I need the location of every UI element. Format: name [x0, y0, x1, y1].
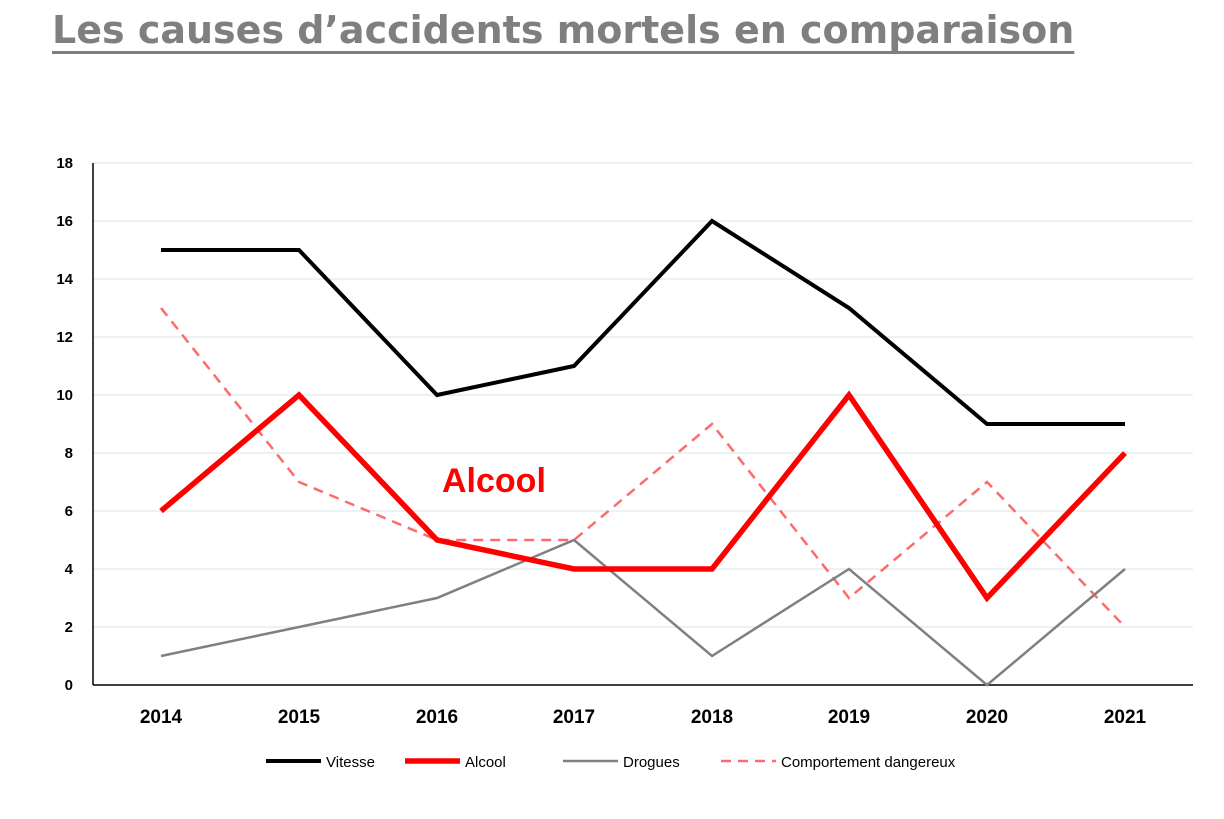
y-tick-label: 16: [56, 213, 73, 230]
y-tick-label: 10: [56, 387, 73, 404]
legend: Vitesse Alcool Drogues Comportement dangere…: [266, 754, 956, 771]
y-tick-label: 0: [65, 677, 73, 694]
legend-label: Drogues: [623, 754, 680, 771]
x-tick-label: 2020: [966, 707, 1008, 728]
series-line-comportement-dangereux: [160, 307, 1126, 628]
legend-label: Comportement dangereux: [781, 754, 956, 771]
page-title: Les causes d’accidents mortels en compar…: [52, 8, 1075, 52]
y-tick-label: 14: [56, 271, 73, 288]
y-tick-label: 18: [56, 155, 73, 172]
legend-label: Alcool: [465, 754, 506, 771]
y-tick-label: 2: [65, 619, 73, 636]
series-lines: [159, 218, 1127, 687]
y-tick-label: 4: [65, 561, 74, 578]
axes: [92, 163, 1193, 686]
x-tick-label: 2015: [278, 707, 321, 728]
annotations: Alcool: [442, 462, 546, 500]
legend-label: Vitesse: [326, 754, 375, 771]
x-tick-label: 2017: [553, 707, 595, 728]
series-line-alcool: [159, 390, 1127, 603]
y-tick-label: 12: [56, 329, 73, 346]
y-axis-ticks: 0 2 4 6 8 10 12 14 16 18: [56, 155, 73, 694]
x-axis-ticks: 2014 2015 2016 2017 2018 2019 2020 2021: [140, 707, 1147, 728]
series-line-drogues: [160, 538, 1126, 687]
x-tick-label: 2016: [416, 707, 458, 728]
x-tick-label: 2014: [140, 707, 183, 728]
y-tick-label: 8: [65, 445, 73, 462]
y-tick-label: 6: [65, 503, 73, 520]
series-line-vitesse: [161, 218, 1125, 426]
x-tick-label: 2019: [828, 707, 870, 728]
x-tick-label: 2021: [1104, 707, 1147, 728]
annotation-alcool: Alcool: [442, 462, 546, 500]
x-tick-label: 2018: [691, 707, 733, 728]
